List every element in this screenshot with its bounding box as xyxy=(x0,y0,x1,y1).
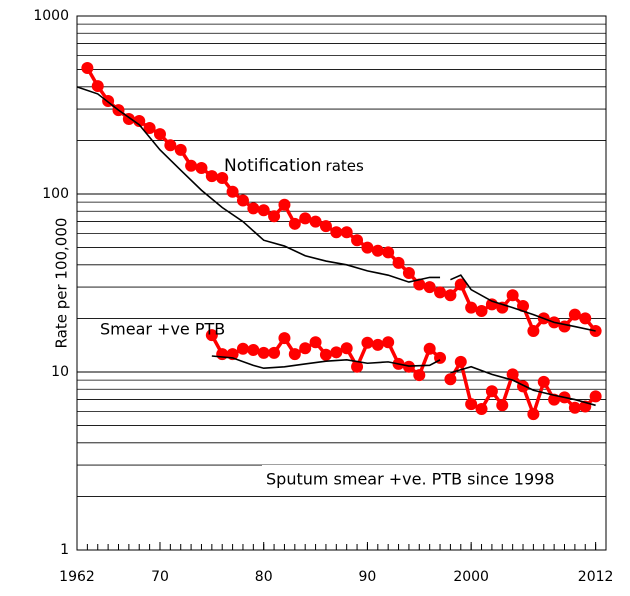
data-point xyxy=(340,226,353,239)
data-point xyxy=(568,308,581,321)
annotation: Sputum smear +ve. PTB since 1998 xyxy=(266,470,555,489)
data-point xyxy=(288,217,301,230)
data-point xyxy=(351,234,364,247)
data-point xyxy=(496,399,509,412)
x-tick-label: 2012 xyxy=(578,569,614,585)
data-point xyxy=(589,390,602,403)
data-point xyxy=(133,115,146,128)
data-point xyxy=(299,212,312,225)
data-point xyxy=(413,369,426,382)
data-point xyxy=(153,128,166,141)
plot-frame xyxy=(76,15,607,551)
data-point xyxy=(319,348,332,361)
data-point xyxy=(268,346,281,359)
data-point xyxy=(517,299,530,312)
data-point xyxy=(247,202,260,215)
annotation-part: rates xyxy=(326,157,364,175)
data-point xyxy=(444,289,457,302)
data-point xyxy=(371,244,384,257)
data-point xyxy=(143,121,156,134)
x-tick-label: 2000 xyxy=(453,569,489,585)
data-point xyxy=(361,241,374,254)
data-point xyxy=(402,266,415,279)
data-point xyxy=(423,342,436,355)
data-point xyxy=(351,360,364,373)
y-tick-label: 100 xyxy=(42,186,69,202)
data-point xyxy=(568,401,581,414)
x-tick-label: 70 xyxy=(151,569,169,585)
data-point xyxy=(174,143,187,156)
data-point xyxy=(257,346,270,359)
data-point xyxy=(537,375,550,388)
annotation: Smear +ve PTB xyxy=(100,320,225,339)
data-point xyxy=(257,204,270,217)
data-point xyxy=(465,301,478,314)
data-point xyxy=(382,246,395,259)
data-point xyxy=(91,80,104,93)
data-point xyxy=(434,286,447,299)
data-point xyxy=(319,220,332,233)
data-point xyxy=(579,312,592,325)
data-point xyxy=(278,332,291,345)
data-point xyxy=(392,256,405,269)
series-line xyxy=(76,86,596,332)
data-point xyxy=(423,281,436,294)
data-point xyxy=(288,348,301,361)
data-point xyxy=(444,373,457,386)
data-point xyxy=(506,289,519,302)
data-point xyxy=(485,298,498,311)
y-tick-label: 1 xyxy=(60,542,69,558)
data-point xyxy=(330,226,343,239)
data-point xyxy=(278,198,291,211)
data-point xyxy=(226,185,239,198)
data-point xyxy=(340,342,353,355)
data-point xyxy=(475,402,488,415)
data-point xyxy=(309,336,322,349)
data-point xyxy=(330,346,343,359)
data-point xyxy=(527,324,540,337)
data-point xyxy=(236,194,249,207)
y-axis-label: Rate per 100,000 xyxy=(53,218,71,349)
data-point xyxy=(454,355,467,368)
annotation: Notification rates xyxy=(224,156,364,176)
y-tick-label: 10 xyxy=(51,364,69,380)
data-point xyxy=(485,385,498,398)
data-point xyxy=(164,139,177,152)
data-point xyxy=(195,161,208,174)
data-point xyxy=(236,342,249,355)
data-point xyxy=(361,336,374,349)
data-point xyxy=(382,336,395,349)
x-tick-label: 1962 xyxy=(59,569,95,585)
data-point xyxy=(309,215,322,228)
annotation-part: Notification xyxy=(224,156,322,176)
data-point xyxy=(299,342,312,355)
data-point xyxy=(268,210,281,223)
data-point xyxy=(413,278,426,291)
data-point xyxy=(475,305,488,318)
data-point xyxy=(216,348,229,361)
data-point xyxy=(205,170,218,183)
data-point xyxy=(465,398,478,411)
data-point xyxy=(81,62,94,75)
x-tick-label: 80 xyxy=(255,569,273,585)
data-point xyxy=(527,408,540,421)
annotation-box xyxy=(262,465,604,493)
x-tick-label: 90 xyxy=(359,569,377,585)
data-point xyxy=(185,159,198,172)
data-point xyxy=(506,368,519,381)
data-point xyxy=(216,171,229,184)
data-point xyxy=(247,343,260,356)
y-tick-label: 1000 xyxy=(33,8,69,24)
series-line xyxy=(211,355,596,407)
data-point xyxy=(454,278,467,291)
data-point xyxy=(371,338,384,351)
data-point xyxy=(558,320,571,333)
data-point xyxy=(205,329,218,342)
